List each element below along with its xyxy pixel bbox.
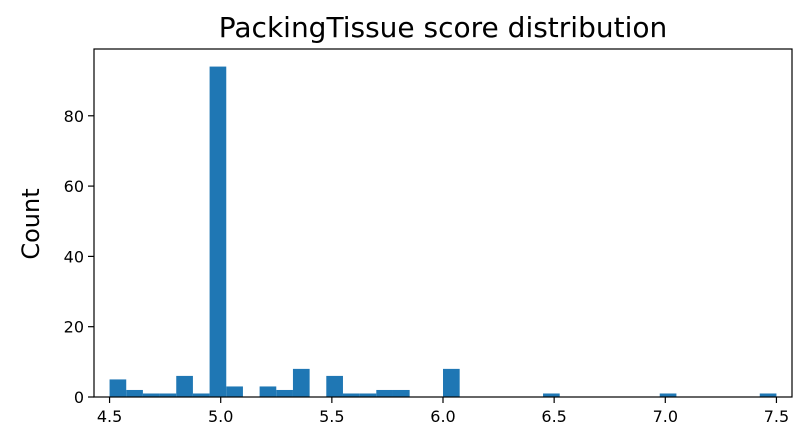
histogram-bar — [209, 66, 227, 398]
chart-title: PackingTissue score distribution — [219, 11, 667, 44]
x-tick-label: 5.0 — [208, 407, 233, 426]
y-tick-label: 80 — [64, 107, 84, 126]
histogram-bar — [109, 379, 127, 397]
histogram-bar — [359, 393, 377, 397]
x-tick-label: 6.0 — [430, 407, 455, 426]
histogram-bar — [192, 393, 210, 397]
histogram-bar — [176, 375, 193, 397]
histogram-bar — [259, 386, 277, 397]
histogram-bar — [159, 393, 177, 397]
y-tick-label: 0 — [74, 388, 84, 407]
histogram-bar — [376, 389, 393, 397]
histogram-bar — [543, 393, 560, 397]
histogram-bar — [126, 389, 143, 397]
histogram-bar — [292, 368, 310, 397]
bars-group — [109, 66, 777, 398]
y-axis-label: Count — [17, 188, 45, 259]
x-tick-label: 5.5 — [319, 407, 344, 426]
ticks-group: 4.5 5.0 5.5 6.0 6.5 7.0 7.5 0 20 40 60 80 — [64, 107, 790, 426]
y-tick-label: 20 — [64, 318, 84, 337]
plot-frame — [93, 48, 793, 398]
x-tick-label: 4.5 — [97, 407, 122, 426]
histogram-bar — [759, 393, 777, 397]
y-tick-label: 60 — [64, 177, 84, 196]
histogram-bar — [392, 389, 410, 397]
histogram-bar — [142, 393, 160, 397]
x-tick-label: 6.5 — [541, 407, 566, 426]
histogram-bar — [443, 368, 460, 397]
histogram-bar — [276, 389, 293, 397]
histogram-bar — [226, 386, 243, 397]
x-tick-label: 7.5 — [764, 407, 789, 426]
histogram-bar — [342, 393, 360, 397]
histogram-bar — [659, 393, 677, 397]
histogram-bar — [326, 375, 343, 397]
x-tick-label: 7.0 — [653, 407, 678, 426]
y-tick-label: 40 — [64, 247, 84, 266]
